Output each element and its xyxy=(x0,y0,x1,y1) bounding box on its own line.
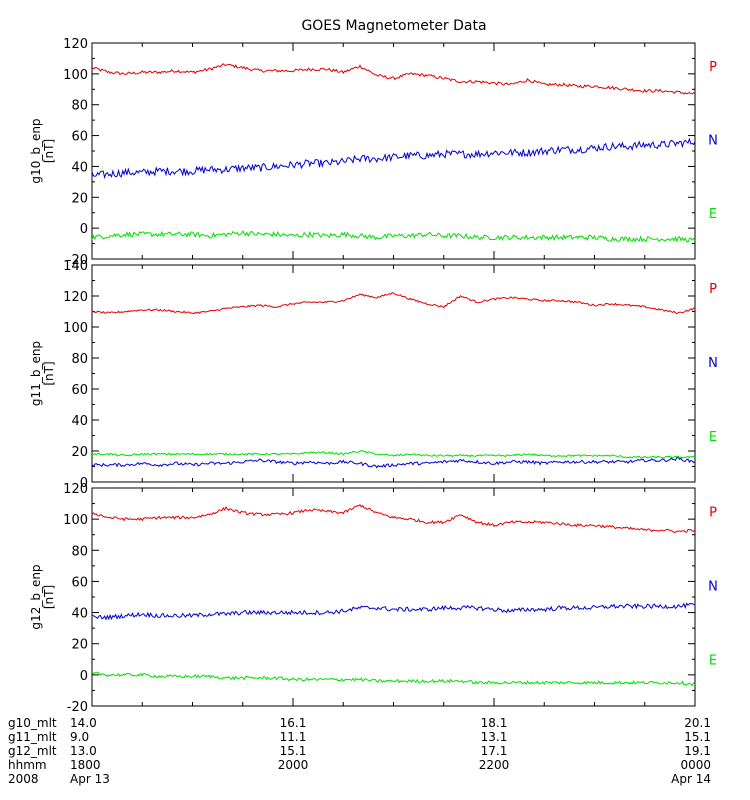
x-row-label: hhmm xyxy=(8,758,47,772)
y-tick-label: 20 xyxy=(71,191,88,206)
panel-g10: -20 0 20 40 60 80 100 120 g10_b_enp [nT] P N E xyxy=(29,37,718,268)
y-tick-label: 60 xyxy=(71,575,88,590)
x-tick-label: 1800 xyxy=(70,758,101,772)
legend-label-P: P xyxy=(709,282,717,297)
plot-frame xyxy=(91,264,696,483)
y-tick-label: 40 xyxy=(71,607,88,622)
y-tick-label: 120 xyxy=(63,482,88,497)
y-tick-label: 120 xyxy=(63,290,88,305)
x-tick-label: 18.1 xyxy=(481,716,508,730)
x-tick-label: 9.0 xyxy=(70,730,89,744)
x-tick-label: 0000 xyxy=(680,758,711,772)
y-tick-label: 100 xyxy=(63,321,88,336)
x-tick-label: 13.1 xyxy=(481,730,508,744)
plot-frame xyxy=(91,42,696,260)
legend-label-E: E xyxy=(709,654,717,669)
y-axis-label: g12_b_enp xyxy=(29,564,43,629)
y-tick-label: 100 xyxy=(63,68,88,83)
legend-label-P: P xyxy=(709,505,717,520)
x-row-label: g11_mlt xyxy=(8,730,57,744)
x-tick-label: 2000 xyxy=(278,758,309,772)
x-row-label: 2008 xyxy=(8,772,39,786)
series-line-E xyxy=(91,671,696,687)
legend-label-N: N xyxy=(708,134,718,149)
legend-label-N: N xyxy=(708,356,718,371)
series-line-N xyxy=(91,456,696,469)
x-tick-label: 15.1 xyxy=(684,730,711,744)
x-tick-label: 14.0 xyxy=(70,716,97,730)
y-tick-label: 100 xyxy=(63,513,88,528)
legend-label-E: E xyxy=(709,207,717,222)
x-tick-label: Apr 13 xyxy=(70,772,110,786)
y-tick-label: 140 xyxy=(63,259,88,274)
series-line-P xyxy=(91,292,696,315)
series-line-E xyxy=(91,230,696,243)
x-tick-label: 16.1 xyxy=(280,716,307,730)
y-axis-unit: [nT] xyxy=(42,585,56,609)
y-tick-label: 120 xyxy=(63,37,88,52)
y-tick-label: 80 xyxy=(71,544,88,559)
y-tick-label: 20 xyxy=(71,638,88,653)
x-tick-label: Apr 14 xyxy=(671,772,711,786)
x-tick-label: 11.1 xyxy=(280,730,307,744)
y-tick-label: 0 xyxy=(80,476,88,491)
y-tick-label: 80 xyxy=(71,99,88,114)
x-tick-label: 17.1 xyxy=(481,744,508,758)
y-tick-label: -20 xyxy=(67,253,88,268)
y-tick-label: 20 xyxy=(71,445,88,460)
y-tick-label: 40 xyxy=(71,414,88,429)
y-tick-label: 0 xyxy=(80,222,88,237)
x-tick-label: 15.1 xyxy=(280,744,307,758)
y-axis-label: g11_b_enp xyxy=(29,341,43,406)
y-tick-label: 60 xyxy=(71,130,88,145)
y-tick-label: 80 xyxy=(71,352,88,367)
legend-label-E: E xyxy=(709,430,717,445)
series-line-N xyxy=(91,137,696,180)
y-axis-label: g10_b_enp xyxy=(29,118,43,183)
series-line-P xyxy=(91,63,696,95)
x-row-label: g10_mlt xyxy=(8,716,57,730)
x-tick-label: 19.1 xyxy=(684,744,711,758)
series-line-E xyxy=(91,450,696,459)
x-tick-label: 13.0 xyxy=(70,744,97,758)
plot-frame xyxy=(91,487,696,707)
x-row-label: g12_mlt xyxy=(8,744,57,758)
panel-g11: 0 20 40 60 80 100 120 140 g11_b_enp [nT] P N E xyxy=(29,259,718,491)
y-tick-label: 0 xyxy=(80,669,88,684)
y-tick-label: 60 xyxy=(71,383,88,398)
y-axis-unit: [nT] xyxy=(42,139,56,163)
x-axis-label-rows: g10_mlt 14.0 16.1 18.1 20.1 g11_mlt 9.0 11.1 13.… xyxy=(8,716,711,786)
x-tick-label: 2200 xyxy=(479,758,510,772)
chart-title: GOES Magnetometer Data xyxy=(301,18,486,34)
y-axis-unit: [nT] xyxy=(42,361,56,385)
legend-label-P: P xyxy=(709,60,717,75)
y-tick-label: 40 xyxy=(71,160,88,175)
x-tick-label: 20.1 xyxy=(684,716,711,730)
panel-g12: -20 0 20 40 60 80 100 120 g12_b_enp [nT] P N E xyxy=(29,482,718,715)
y-tick-label: -20 xyxy=(67,700,88,715)
legend-label-N: N xyxy=(708,579,718,594)
series-line-P xyxy=(91,503,696,533)
series-line-N xyxy=(91,602,696,621)
